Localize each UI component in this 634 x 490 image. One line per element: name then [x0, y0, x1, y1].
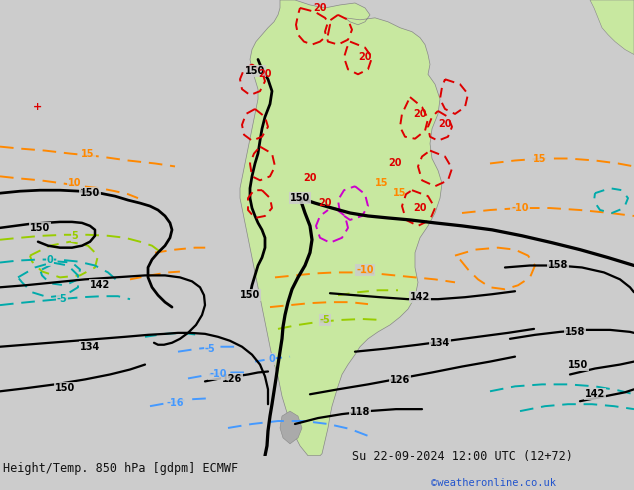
Text: 158: 158	[565, 327, 585, 337]
Text: 15: 15	[533, 153, 547, 164]
Text: Height/Temp. 850 hPa [gdpm] ECMWF: Height/Temp. 850 hPa [gdpm] ECMWF	[3, 462, 238, 475]
Text: 126: 126	[390, 375, 410, 386]
Text: 150: 150	[55, 383, 75, 393]
Text: 20: 20	[388, 158, 402, 169]
Text: 150: 150	[240, 290, 260, 300]
Text: 0: 0	[269, 354, 275, 364]
Text: 20: 20	[318, 198, 332, 208]
Text: 10: 10	[68, 178, 82, 188]
Text: 20: 20	[413, 203, 427, 213]
Text: 15: 15	[393, 188, 407, 198]
Text: ©weatheronline.co.uk: ©weatheronline.co.uk	[431, 478, 556, 488]
Text: 134: 134	[80, 342, 100, 352]
Text: 142: 142	[90, 280, 110, 290]
Text: 20: 20	[358, 52, 372, 62]
Text: 134: 134	[430, 338, 450, 348]
Text: -16: -16	[166, 398, 184, 408]
Text: 20: 20	[258, 69, 272, 79]
Text: 0: 0	[47, 254, 53, 265]
Text: 142: 142	[410, 292, 430, 302]
Text: 5: 5	[72, 231, 79, 241]
Text: -10: -10	[209, 369, 227, 379]
Text: 142: 142	[585, 389, 605, 399]
Text: 150: 150	[80, 188, 100, 198]
Text: 20: 20	[413, 109, 427, 119]
Text: 150: 150	[30, 223, 50, 233]
Text: 150: 150	[568, 360, 588, 369]
Text: 150: 150	[290, 193, 310, 203]
Text: 118: 118	[350, 407, 370, 417]
Text: 150: 150	[245, 66, 265, 76]
Text: 20: 20	[438, 119, 452, 129]
Text: -10: -10	[356, 266, 374, 275]
Text: -5: -5	[56, 294, 67, 304]
Text: 20: 20	[303, 173, 317, 183]
Text: 15: 15	[81, 148, 94, 159]
Text: +: +	[34, 102, 42, 112]
Text: -5: -5	[320, 315, 330, 325]
Text: 15: 15	[375, 178, 389, 188]
Polygon shape	[590, 0, 634, 54]
Text: 20: 20	[313, 3, 327, 13]
Text: 126: 126	[222, 374, 242, 385]
Text: -5: -5	[205, 343, 216, 354]
Polygon shape	[280, 411, 302, 444]
Text: -10: -10	[511, 203, 529, 213]
Text: 158: 158	[548, 261, 568, 270]
Polygon shape	[240, 0, 442, 456]
Text: Su 22-09-2024 12:00 UTC (12+72): Su 22-09-2024 12:00 UTC (12+72)	[352, 450, 573, 463]
